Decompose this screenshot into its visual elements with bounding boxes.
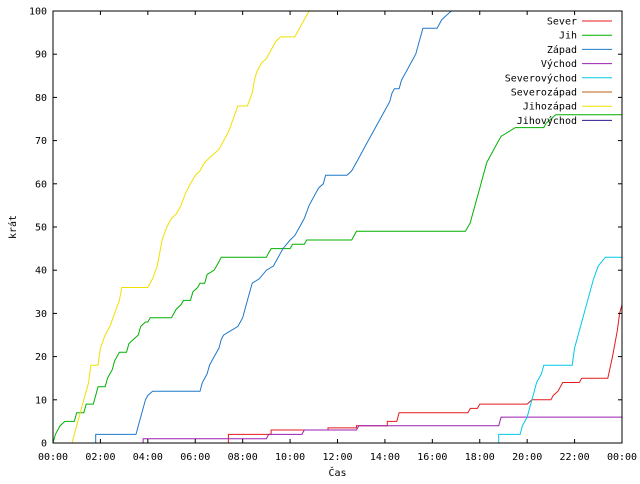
legend-label: Sever [547,17,577,28]
y-tick-label: 60 [35,179,47,190]
x-tick-label: 20:00 [512,452,542,463]
y-tick-label: 40 [35,266,47,277]
x-tick-label: 06:00 [180,452,210,463]
x-tick-label: 02:00 [85,452,115,463]
series-line-6 [71,10,310,444]
y-tick-label: 100 [29,7,47,18]
y-tick-label: 30 [35,309,47,320]
legend-label: Severovýchod [505,72,577,84]
series-layer [52,10,623,444]
ticks-layer: 0 10 20 30 40 50 60 70 80 90 100 00:00 02:00 04:00 06:… [29,7,637,464]
x-tick-label: 00:00 [607,452,637,463]
legend-label: Východ [541,58,577,70]
y-tick-label: 20 [35,352,47,363]
y-axis-label: krát [7,215,19,239]
series-line-3 [142,416,622,443]
x-tick-label: 12:00 [322,452,352,463]
series-line-4 [498,256,622,443]
x-tick-label: 10:00 [275,452,305,463]
series-line-0 [53,304,623,444]
y-tick-label: 50 [35,223,47,234]
y-tick-label: 70 [35,136,47,147]
y-tick-label: 80 [35,93,47,104]
y-tick-label: 90 [35,50,47,61]
legend-label: Jihozápad [523,101,577,113]
x-tick-label: 16:00 [417,452,447,463]
y-tick-label: 10 [35,395,47,406]
x-tick-label: 14:00 [370,452,400,463]
series-line-2 [95,10,452,443]
x-tick-label: 18:00 [465,452,495,463]
x-axis-label: Čas [328,466,346,479]
legend: Sever Jih Západ Východ Severovýchod Severozáp… [505,17,612,127]
x-tick-label: 04:00 [133,452,163,463]
x-tick-label: 08:00 [228,452,258,463]
legend-label: Jihovýchod [517,115,577,127]
legend-label: Severozápad [511,87,577,99]
x-tick-label: 22:00 [560,452,590,463]
legend-label: Západ [547,44,577,56]
y-tick-label: 0 [41,439,47,450]
series-line-1 [52,114,622,444]
x-tick-label: 00:00 [38,452,68,463]
legend-label: Jih [559,31,577,42]
